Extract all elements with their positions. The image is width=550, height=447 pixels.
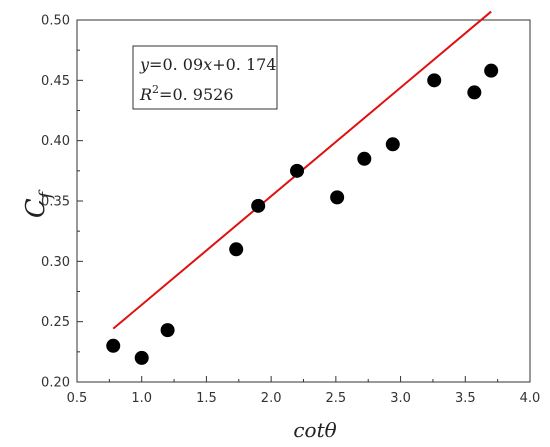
data-point	[427, 73, 442, 88]
data-point	[134, 350, 149, 365]
data-point	[251, 198, 266, 213]
data-points	[106, 63, 499, 365]
y-tick-label: 0.50	[41, 14, 70, 29]
data-point	[229, 242, 244, 257]
y-tick-label: 0.45	[41, 74, 70, 89]
data-point	[290, 163, 305, 178]
x-tick-label: 2.0	[261, 391, 282, 406]
equation-box-border	[132, 45, 278, 110]
r-squared-text: R2=0. 9526	[139, 83, 234, 104]
data-point	[330, 190, 345, 205]
y-tick-label: 0.20	[41, 376, 70, 391]
equation-text: y=0. 09x+0. 174	[139, 55, 277, 74]
data-point	[385, 137, 400, 152]
x-tick-label: 4.0	[520, 391, 541, 406]
data-point	[484, 63, 499, 78]
x-axis-title: cotθ	[293, 418, 336, 442]
x-tick-label: 0.5	[67, 391, 88, 406]
y-axis-title: Cf	[21, 189, 56, 218]
y-tick-label: 0.30	[41, 255, 70, 270]
equation-box: y=0. 09x+0. 174 R2=0. 9526	[132, 45, 278, 110]
x-tick-label: 3.0	[390, 391, 411, 406]
data-point	[106, 338, 121, 353]
axes: 0.5 1.0 1.5 2.0 2.5 3.0 3.5 4.0 0.20 0.25 0.30 0.35…	[41, 14, 540, 407]
y-tick-label: 0.35	[41, 195, 70, 210]
x-tick-label: 2.5	[326, 391, 347, 406]
data-point	[357, 151, 372, 166]
x-tick-label: 3.5	[455, 391, 476, 406]
data-point	[160, 323, 175, 338]
x-tick-label: 1.0	[131, 391, 152, 406]
x-tick-label: 1.5	[196, 391, 217, 406]
y-tick-label: 0.25	[41, 315, 70, 330]
y-tick-label: 0.40	[41, 134, 70, 149]
data-point	[467, 85, 482, 100]
